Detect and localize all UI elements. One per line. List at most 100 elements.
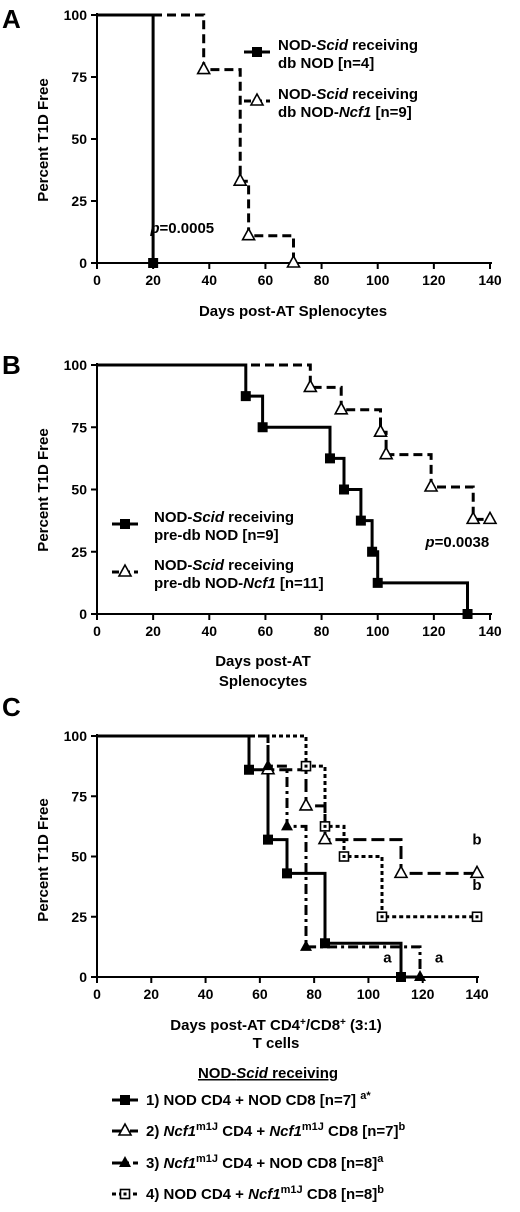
panel-b-y-tick-label: 75 bbox=[71, 419, 87, 435]
panel-c-legend-entry-1: 1) NOD CD4 + NOD CD8 [n=7] a* bbox=[146, 1090, 371, 1109]
panel-c-plot: 0 20 40 60 80 100 120 140 0 25 50 75 100 b b a a bbox=[64, 728, 489, 1002]
panel-b-legend-2-line1: NOD-Scid receiving bbox=[154, 557, 294, 574]
panel-a-y-tick-label: 0 bbox=[79, 255, 87, 271]
panel-c-legend-entry-2: 2) Ncf1m1J CD4 + Ncf1m1J CD8 [n=7]b bbox=[146, 1121, 406, 1140]
panel-b-series-1-marker bbox=[240, 391, 251, 402]
panel-a-plot: 0 20 40 60 80 100 120 140 0 25 50 75 100 p=0.0005 bbox=[64, 7, 502, 288]
panel-b-series-2-marker bbox=[465, 510, 481, 525]
panel-b-legend-2-line2: pre-db NOD-Ncf1 [n=11] bbox=[154, 575, 324, 592]
panel-c-label: C bbox=[2, 692, 21, 722]
panel-a-y-tick-label: 25 bbox=[71, 193, 87, 209]
panel-c-series-2-marker bbox=[393, 864, 409, 879]
panel-b-series-2-marker bbox=[482, 510, 498, 525]
panel-a-y-tick-label: 75 bbox=[71, 69, 87, 85]
panel-a-legend-2-line2: db NOD-Ncf1 [n=9] bbox=[278, 104, 412, 121]
panel-c-x-axis-label: Days post-AT CD4+/CD8+ (3:1) bbox=[170, 1017, 381, 1035]
panel-c-y-tick-label: 75 bbox=[71, 788, 87, 804]
panel-b-legend-1-line2: pre-db NOD [n=9] bbox=[154, 527, 279, 544]
panel-a-legend-1-line1: NOD-Scid receiving bbox=[278, 37, 418, 54]
panel-c-x-tick-label: 100 bbox=[357, 986, 381, 1002]
panel-b-x-tick-label: 60 bbox=[258, 623, 274, 639]
panel-a-y-tick-label: 50 bbox=[71, 131, 87, 147]
panel-b-plot: 0 20 40 60 80 100 120 140 0 25 50 75 100 p=0.0038 bbox=[64, 357, 502, 639]
panel-a-x-tick-label: 60 bbox=[258, 272, 274, 288]
panel-b-y-tick-label: 50 bbox=[71, 482, 87, 498]
panel-a-x-tick-label: 20 bbox=[145, 272, 161, 288]
panel-c-x-axis-label-line2: T cells bbox=[253, 1035, 300, 1052]
panel-c-x-tick-label: 80 bbox=[306, 986, 322, 1002]
panel-a: A Percent T1D Free Days post-AT Splenocy… bbox=[2, 4, 418, 320]
panel-b-p-value: p=0.0038 bbox=[424, 534, 489, 551]
panel-a-series-1-marker bbox=[148, 258, 159, 268]
panel-c-series-1-marker bbox=[244, 764, 254, 775]
panel-b-series-1-marker bbox=[462, 609, 473, 619]
panel-c-legend-entry-4: 4) NOD CD4 + Ncf1m1J CD8 [n=8]b bbox=[146, 1184, 384, 1203]
panel-a-x-tick-label: 140 bbox=[478, 272, 502, 288]
panel-a-x-tick-label: 100 bbox=[366, 272, 390, 288]
panel-c-series-4-line bbox=[97, 734, 477, 919]
panel-b-series-2-line bbox=[97, 363, 490, 521]
panel-b-x-axis-label: Days post-AT bbox=[215, 653, 311, 670]
panel-b-series-2-marker bbox=[373, 423, 388, 438]
panel-c-y-tick-label: 50 bbox=[71, 849, 87, 865]
panel-c-series-1-marker bbox=[396, 972, 406, 982]
panel-b-series-1-marker bbox=[367, 546, 378, 557]
panel-a-series-2-marker bbox=[232, 172, 248, 186]
panel-b-legend-marker-2 bbox=[117, 563, 133, 577]
panel-b-series-1-marker bbox=[372, 577, 383, 588]
panel-b-y-tick-label: 25 bbox=[71, 544, 87, 560]
panel-b-x-tick-label: 140 bbox=[478, 623, 502, 639]
panel-b-x-tick-label: 0 bbox=[93, 623, 101, 639]
panel-b-x-tick-label: 80 bbox=[314, 623, 330, 639]
panel-c-y-tick-label: 25 bbox=[71, 909, 87, 925]
panel-c-legend-marker-2 bbox=[117, 1122, 133, 1136]
panel-c-point-label: a bbox=[383, 950, 392, 967]
panel-c-series-2-marker bbox=[298, 797, 314, 811]
panel-c-point-label: b bbox=[472, 831, 481, 848]
panel-c-series-2-marker bbox=[317, 830, 333, 845]
panel-c-y-axis-label: Percent T1D Free bbox=[35, 798, 52, 921]
panel-c-x-tick-label: 120 bbox=[411, 986, 435, 1002]
panel-c-legend: 1) NOD CD4 + NOD CD8 [n=7] a* 2) Ncf1m1J … bbox=[112, 1090, 406, 1203]
panel-a-x-tick-label: 120 bbox=[422, 272, 446, 288]
panel-a-series-1-line bbox=[97, 13, 155, 263]
panel-b-label: B bbox=[2, 350, 21, 380]
panel-c-y-tick-label: 100 bbox=[64, 728, 88, 744]
panel-c-point-label: b bbox=[472, 877, 481, 894]
panel-c-legend-marker-4-dot bbox=[123, 1192, 127, 1196]
panel-a-series-2-marker bbox=[286, 254, 301, 268]
panel-a-legend-1-line2: db NOD [n=4] bbox=[278, 55, 374, 72]
panel-a-p-value: p=0.0005 bbox=[149, 220, 214, 237]
panel-b-series-1-marker bbox=[257, 422, 268, 433]
panel-c-series-3-marker bbox=[281, 819, 293, 831]
panel-a-x-tick-label: 80 bbox=[314, 272, 330, 288]
panel-c-y-tick-label: 0 bbox=[79, 969, 87, 985]
panel-c-x-tick-label: 140 bbox=[465, 986, 489, 1002]
panel-c-legend-marker-1 bbox=[120, 1095, 130, 1105]
panel-a-x-tick-label: 40 bbox=[201, 272, 217, 288]
panel-b-series-1-marker bbox=[355, 515, 366, 526]
panel-b-series-2-marker bbox=[423, 478, 439, 492]
panel-b-x-tick-label: 40 bbox=[201, 623, 217, 639]
panel-b-legend-1-line1: NOD-Scid receiving bbox=[154, 509, 294, 526]
panel-c-series-3-marker bbox=[414, 970, 426, 981]
panel-b-series-1-marker bbox=[339, 484, 350, 495]
panel-a-legend-2-line1: NOD-Scid receiving bbox=[278, 86, 418, 103]
panel-a-legend-marker-2 bbox=[249, 92, 265, 106]
panel-b-legend: NOD-Scid receiving pre-db NOD [n=9] NOD-… bbox=[112, 509, 324, 592]
panel-c-legend-entry-3: 3) Ncf1m1J CD4 + NOD CD8 [n=8]a bbox=[146, 1153, 384, 1172]
panel-c-legend-title: NOD-Scid receiving bbox=[198, 1065, 338, 1082]
panel-b-x-tick-label: 20 bbox=[145, 623, 161, 639]
panel-c-series-3-marker bbox=[300, 939, 312, 951]
panel-c-series-3-marker bbox=[262, 759, 274, 771]
panel-a-y-tick-label: 100 bbox=[64, 7, 88, 23]
panel-a-series-2-marker bbox=[196, 60, 212, 75]
panel-a-y-axis-label: Percent T1D Free bbox=[35, 78, 52, 201]
panel-b-y-tick-label: 0 bbox=[79, 606, 87, 622]
panel-c-x-tick-label: 0 bbox=[93, 986, 101, 1002]
panel-a-legend: NOD-Scid receiving db NOD [n=4] NOD-Scid… bbox=[244, 37, 418, 121]
panel-c-series-4-marker-dot bbox=[304, 764, 308, 768]
panel-a-x-tick-label: 0 bbox=[93, 272, 101, 288]
panel-b-series-2-marker bbox=[302, 378, 318, 393]
panel-b-x-axis-label-line2: Splenocytes bbox=[219, 673, 307, 690]
